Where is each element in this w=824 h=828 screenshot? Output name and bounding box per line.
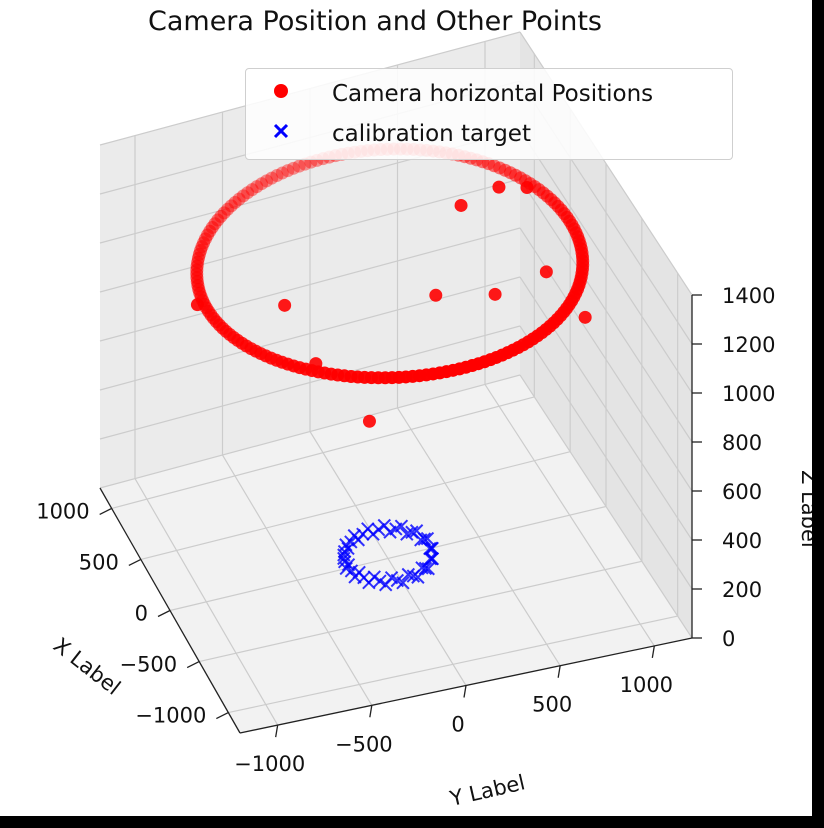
x-tick-mark <box>99 507 112 515</box>
calibration-point <box>423 541 437 556</box>
camera-point <box>208 217 222 231</box>
calibration-point <box>344 535 358 549</box>
legend-blue-x-marker <box>246 121 316 147</box>
camera-point <box>232 192 246 206</box>
x-tick-label: 500 <box>79 550 119 574</box>
camera-point <box>265 171 279 185</box>
calibration-point <box>361 522 375 536</box>
y-tick-mark <box>557 665 561 678</box>
camera-point <box>270 169 284 183</box>
back-gridline <box>99 227 521 342</box>
camera-point <box>454 198 468 212</box>
x-tick-label: −500 <box>119 653 177 677</box>
legend-red-circle-marker <box>246 81 316 107</box>
legend-item-camera: Camera horizontal Positions <box>246 79 653 109</box>
z-tick-label: 200 <box>722 578 762 602</box>
legend-label-calibration: calibration target <box>332 121 531 147</box>
camera-point <box>224 199 238 213</box>
camera-point <box>260 174 274 188</box>
x-tick-mark <box>186 660 200 669</box>
y-tick-label: 1000 <box>620 673 673 697</box>
camera-point <box>221 202 235 216</box>
x-tick-label: 0 <box>135 602 148 626</box>
camera-point <box>214 209 228 223</box>
z-tick-label: 1000 <box>722 382 775 406</box>
camera-point <box>292 159 306 173</box>
floor-gridline <box>140 451 571 561</box>
z-tick-label: 1400 <box>722 284 775 308</box>
camera-point <box>520 180 534 194</box>
floor-gridline <box>111 396 535 509</box>
y-tick-mark <box>369 705 373 718</box>
camera-point <box>286 161 300 175</box>
calibration-point <box>379 578 393 592</box>
y-tick-mark <box>463 685 467 698</box>
camera-point <box>539 265 553 279</box>
y-tick-label: 0 <box>451 713 464 737</box>
camera-point <box>278 298 292 312</box>
y-tick-label: −500 <box>335 732 393 756</box>
z-tick-label: 600 <box>722 480 762 504</box>
back-gridline <box>99 325 521 440</box>
legend-label-camera: Camera horizontal Positions <box>332 81 654 107</box>
camera-point <box>362 414 376 428</box>
floor-gridline <box>484 384 655 647</box>
back-gridline <box>99 276 521 391</box>
camera-point <box>492 180 506 194</box>
z-tick-label: 1200 <box>722 333 775 357</box>
x-tick-label: −1000 <box>135 704 206 728</box>
legend-item-calibration: calibration target <box>246 119 531 149</box>
x-tick-mark <box>157 609 171 618</box>
camera-point <box>578 310 592 324</box>
camera-point <box>250 180 264 194</box>
calibration-point <box>394 519 409 533</box>
camera-point <box>309 357 323 371</box>
camera-point <box>488 287 502 301</box>
chart-title: Camera Position and Other Points <box>148 6 602 37</box>
floor-gridline <box>309 431 467 686</box>
camera-point <box>255 177 269 191</box>
z-tick-label: 800 <box>722 431 762 455</box>
x-axis-label: X Label <box>49 633 125 700</box>
y-tick-mark <box>651 645 655 659</box>
calibration-point <box>420 531 435 546</box>
camera-point <box>217 206 231 220</box>
camera-point <box>429 288 443 302</box>
legend: Camera horizontal Positions calibration … <box>245 68 733 160</box>
camera-point <box>190 298 204 312</box>
calibration-point <box>371 522 386 537</box>
calibration-point <box>425 541 440 556</box>
camera-point <box>203 224 217 238</box>
back-gridline <box>99 374 521 489</box>
camera-point <box>236 189 250 203</box>
z-axis-label: Z Label <box>797 470 812 548</box>
x-tick-label: 1000 <box>36 499 89 523</box>
z-tick-label: 0 <box>722 627 735 651</box>
y-tick-label: 500 <box>532 693 572 717</box>
calibration-point <box>373 574 387 588</box>
chart-canvas: −1000 −500 0 500 1000 −1000 −500 0 500 1000 0 200 40… <box>0 0 812 816</box>
camera-point <box>275 166 289 180</box>
floor-gridline <box>396 407 561 667</box>
back-gridline <box>99 178 521 293</box>
camera-point <box>281 164 295 178</box>
y-axis-label: Y Label <box>447 770 528 811</box>
camera-point <box>205 220 219 234</box>
camera-point <box>298 157 312 171</box>
y-tick-label: −1000 <box>234 752 305 776</box>
camera-point <box>211 213 225 227</box>
z-tick-label: 400 <box>722 529 762 553</box>
x-tick-mark <box>128 558 142 567</box>
calibration-point <box>406 569 421 583</box>
calibration-point <box>337 548 351 562</box>
camera-point <box>241 186 255 200</box>
floor-pane <box>100 375 692 733</box>
calibration-point <box>411 570 425 584</box>
camera-point <box>245 183 259 197</box>
calibration-point <box>401 567 416 582</box>
camera-point <box>228 195 242 209</box>
x-tick-mark <box>216 712 229 720</box>
y-tick-mark <box>275 724 279 738</box>
